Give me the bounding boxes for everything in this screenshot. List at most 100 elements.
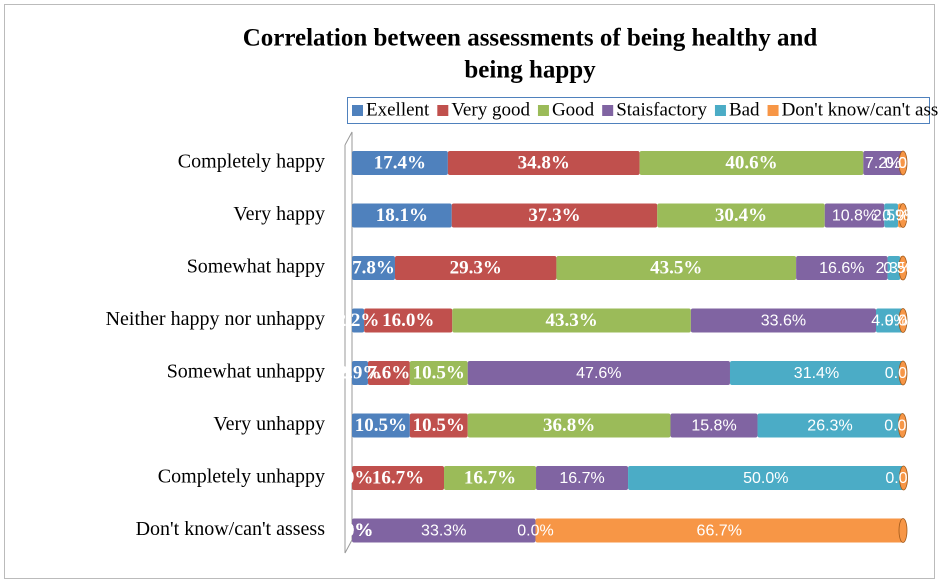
- data-label: 10.8%: [832, 208, 877, 225]
- bar-cap: [898, 308, 908, 333]
- legend-swatch: [714, 105, 726, 116]
- bar-segment: [884, 203, 899, 228]
- data-label: 15.8%: [691, 418, 736, 435]
- bar-segment: [352, 413, 410, 438]
- chart-title: being happy: [464, 57, 596, 84]
- legend-label: Bad: [729, 99, 760, 120]
- data-label: 31.4%: [794, 365, 839, 382]
- data-label: 16.7%: [559, 470, 604, 487]
- data-label: 29.3%: [450, 257, 502, 278]
- bar-segment: [670, 413, 758, 438]
- data-label: 0.9%: [882, 208, 918, 225]
- bar-segment: [876, 308, 903, 333]
- data-label: 0.0%: [885, 313, 921, 330]
- category-label: Very happy: [233, 203, 325, 225]
- legend-label: Staisfactory: [616, 99, 707, 120]
- data-label: 30.4%: [715, 205, 767, 226]
- legend-swatch: [537, 105, 549, 116]
- legend-swatch: [437, 105, 449, 116]
- category-label: Completely happy: [178, 151, 325, 173]
- legend-label: Don't know/can't assess: [782, 99, 939, 120]
- category-label: Somewhat unhappy: [167, 361, 325, 383]
- data-label: 2.9%: [339, 362, 382, 383]
- bar-segment: [352, 361, 368, 385]
- data-label: 16.6%: [819, 260, 864, 277]
- bar-segment: [352, 151, 448, 175]
- category-label: Don't know/can't assess: [136, 518, 326, 540]
- data-label: 2.3%: [876, 260, 912, 277]
- chart-frame: [4, 4, 935, 579]
- data-label: 0.0%: [885, 365, 921, 382]
- bar-segment: [451, 203, 658, 228]
- bar-segment: [757, 413, 903, 438]
- data-label: 0.0%: [331, 520, 374, 541]
- bar-segment: [447, 151, 640, 175]
- data-label: 16.7%: [372, 467, 424, 488]
- bar-segment: [863, 151, 903, 175]
- data-label: 0.0%: [884, 418, 920, 435]
- category-label: Somewhat happy: [187, 256, 325, 278]
- legend-label: Very good: [451, 99, 530, 120]
- data-label: 26.3%: [807, 418, 852, 435]
- bar-segment: [352, 518, 536, 543]
- data-label: 7.6%: [368, 362, 411, 383]
- data-label: 7.2%: [865, 155, 901, 172]
- bar-segment: [409, 413, 468, 438]
- bar-segment: [556, 256, 797, 280]
- data-label: 4.9%: [871, 313, 907, 330]
- data-label: 17.4%: [374, 152, 426, 173]
- legend-box: [347, 97, 930, 124]
- data-label: 10.5%: [413, 362, 465, 383]
- data-label: 2.5%: [873, 208, 909, 225]
- bar-segment: [352, 203, 452, 228]
- bar-segment: [467, 413, 671, 438]
- data-label: 16.0%: [382, 310, 434, 331]
- bar-segment: [352, 308, 365, 333]
- bar-segment: [657, 203, 825, 228]
- bar-segment: [729, 361, 903, 385]
- data-label: 0.0%: [517, 523, 553, 540]
- bar-cap: [898, 360, 908, 386]
- data-label: 37.3%: [528, 205, 580, 226]
- bar-segment: [452, 308, 691, 333]
- data-label: 0.0%: [885, 155, 921, 172]
- bar-segment: [887, 256, 901, 280]
- data-label: 40.6%: [725, 152, 777, 173]
- bar-segment: [394, 256, 557, 280]
- legend-swatch: [602, 105, 614, 116]
- data-label: 0.0%: [331, 520, 374, 541]
- bar-segment: [467, 361, 730, 385]
- bar-segment: [367, 361, 410, 385]
- data-label: 10.5%: [413, 415, 465, 436]
- legend-swatch: [767, 105, 779, 116]
- bar-cap: [898, 413, 907, 438]
- data-label: 18.1%: [376, 205, 428, 226]
- bar-segment: [690, 308, 877, 333]
- bar-cap: [898, 518, 908, 543]
- bar-segment: [535, 518, 903, 543]
- data-label: 47.6%: [576, 365, 621, 382]
- legend-label: Good: [552, 99, 595, 120]
- bar-segment: [639, 151, 864, 175]
- category-label: Very unhappy: [213, 413, 325, 435]
- bar-segment: [364, 308, 453, 333]
- bar-cap: [899, 465, 908, 491]
- data-label: 2.2%: [337, 310, 380, 331]
- data-label: 0.0%: [331, 520, 374, 541]
- bar-segment: [628, 466, 904, 490]
- bar-segment: [409, 361, 468, 385]
- data-label: 43.3%: [545, 310, 597, 331]
- data-label: 36.8%: [543, 415, 595, 436]
- data-label: 7.8%: [352, 257, 395, 278]
- data-label: 0.5%: [883, 260, 919, 277]
- data-label: 0.0%: [885, 470, 921, 487]
- bar-segment: [796, 256, 888, 280]
- category-label: Neither happy nor unhappy: [106, 308, 325, 330]
- bar-cap: [898, 255, 908, 281]
- data-label: 10.5%: [355, 415, 407, 436]
- bar-segment: [352, 256, 395, 280]
- category-label: Completely unhappy: [158, 466, 325, 488]
- data-label: 34.8%: [518, 152, 570, 173]
- data-label: 16.7%: [464, 467, 516, 488]
